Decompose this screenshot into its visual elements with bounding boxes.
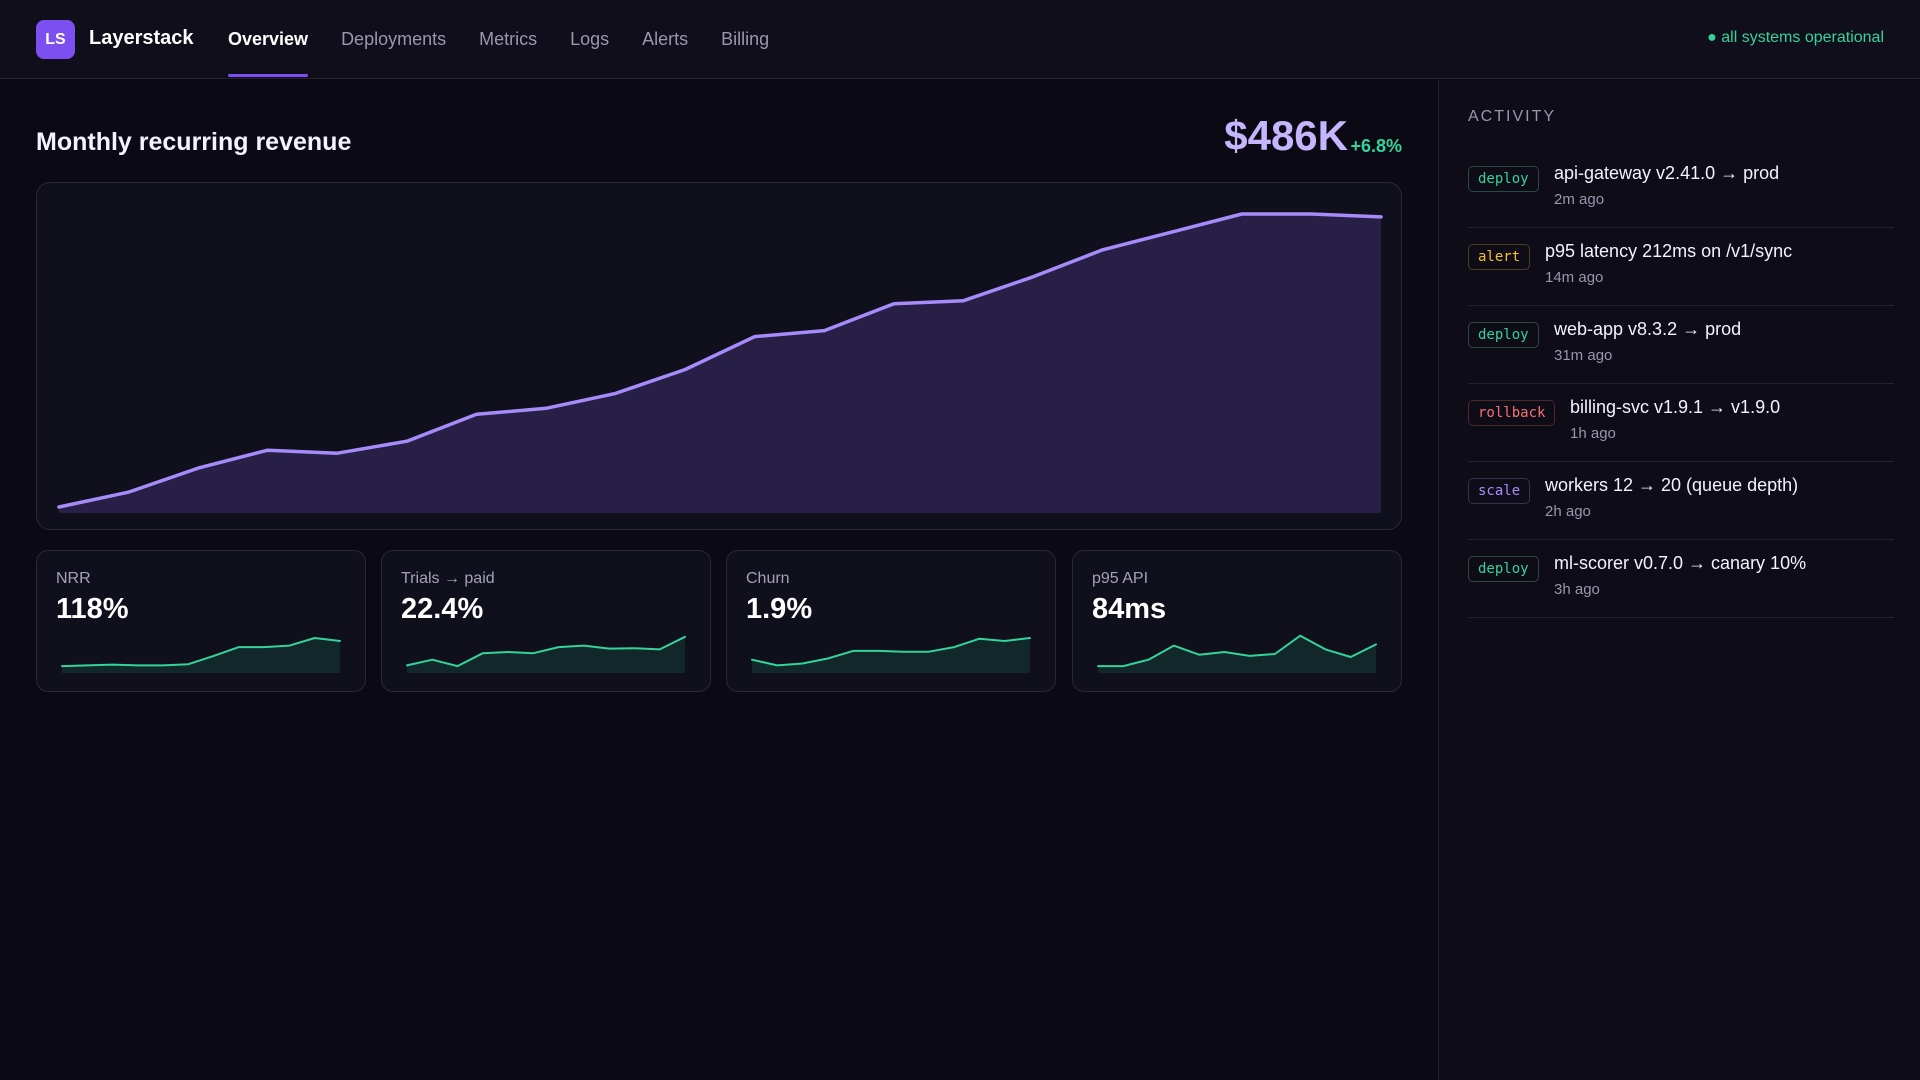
nav-metrics[interactable]: Metrics — [479, 0, 537, 79]
chart-title: Monthly recurring revenue — [36, 128, 352, 156]
kpi-value: 22.4% — [401, 593, 484, 625]
activity-tag: deploy — [1468, 166, 1539, 192]
kpi-row: NRR 118% Trials → paid 22.4% Churn 1.9% … — [36, 550, 1402, 692]
mrr-chart-svg — [57, 212, 1383, 513]
mrr-area — [59, 214, 1381, 513]
activity-text: p95 latency 212ms on /v1/sync — [1545, 241, 1793, 261]
nav-label: Logs — [570, 29, 610, 49]
p95-sparkline — [1097, 634, 1377, 673]
sparkline-area — [752, 638, 1030, 673]
activity-tag: rollback — [1468, 400, 1556, 426]
kpi-label: p95 API — [1092, 570, 1149, 587]
sparkline-line — [751, 637, 1031, 667]
activity-item[interactable]: rollback billing-svc v1.9.1 → v1.9.0 1h … — [1468, 384, 1894, 462]
activity-time: 2h ago — [1545, 503, 1591, 520]
activity-text: ml-scorer v0.7.0 → canary 10% — [1554, 553, 1807, 573]
nav-alerts[interactable]: Alerts — [642, 0, 688, 79]
sparkline-area — [407, 636, 685, 673]
kpi-label: NRR — [56, 570, 91, 587]
nav-logs[interactable]: Logs — [570, 0, 609, 79]
activity-tag: deploy — [1468, 322, 1539, 348]
activity-item[interactable]: scale workers 12 → 20 (queue depth) 2h a… — [1468, 462, 1894, 540]
kpi-card-p95[interactable]: p95 API 84ms — [1072, 550, 1402, 692]
kpi-label: Trials → paid — [401, 570, 495, 587]
activity-item[interactable]: deploy api-gateway v2.41.0 → prod 2m ago — [1468, 150, 1894, 228]
nav-overview[interactable]: Overview — [228, 0, 309, 79]
activity-text: workers 12 → 20 (queue depth) — [1545, 475, 1799, 495]
sparkline-line — [61, 637, 341, 668]
activity-item[interactable]: deploy web-app v8.3.2 → prod 31m ago — [1468, 306, 1894, 384]
brand-name[interactable]: Layerstack — [89, 27, 194, 49]
activity-text: api-gateway v2.41.0 → prod — [1554, 163, 1780, 183]
activity-text: billing-svc v1.9.1 → v1.9.0 — [1570, 397, 1781, 417]
nav-label: Billing — [721, 29, 770, 49]
activity-time: 14m ago — [1545, 269, 1604, 286]
activity-time: 1h ago — [1570, 425, 1616, 442]
trials-sparkline — [406, 635, 686, 673]
activity-tag: scale — [1468, 478, 1531, 504]
activity-text: web-app v8.3.2 → prod — [1554, 319, 1742, 339]
main-content: Monthly recurring revenue $486K +6.8% NR… — [0, 80, 1438, 1080]
activity-panel: ACTIVITY deploy api-gateway v2.41.0 → pr… — [1438, 80, 1920, 1080]
top-bar: LS Layerstack Overview Deployments Metri… — [0, 0, 1920, 79]
activity-time: 2m ago — [1554, 191, 1605, 208]
kpi-card-nrr[interactable]: NRR 118% — [36, 550, 366, 692]
sparkline-line — [406, 635, 686, 668]
mrr-value: $486K — [1224, 112, 1348, 159]
nav-label: Overview — [228, 29, 309, 49]
kpi-value: 118% — [56, 593, 129, 625]
activity-item[interactable]: deploy ml-scorer v0.7.0 → canary 10% 3h … — [1468, 540, 1894, 618]
nav-label: Alerts — [642, 29, 689, 49]
activity-time: 31m ago — [1554, 347, 1613, 364]
kpi-value: 1.9% — [746, 593, 813, 625]
kpi-card-churn[interactable]: Churn 1.9% — [726, 550, 1056, 692]
nav-deployments[interactable]: Deployments — [341, 0, 446, 79]
kpi-card-trials[interactable]: Trials → paid 22.4% — [381, 550, 711, 692]
churn-sparkline — [751, 637, 1031, 673]
activity-list: deploy api-gateway v2.41.0 → prod 2m ago… — [1468, 150, 1894, 618]
activity-time: 3h ago — [1554, 581, 1600, 598]
mrr-line — [57, 212, 1383, 509]
system-status: ● all systems operational — [1707, 29, 1884, 46]
activity-tag: deploy — [1468, 556, 1539, 582]
nav-label: Metrics — [479, 29, 538, 49]
main-nav: Overview Deployments Metrics Logs Alerts… — [228, 0, 802, 79]
mrr-delta: +6.8% — [1350, 136, 1402, 156]
nav-billing[interactable]: Billing — [721, 0, 769, 79]
nav-label: Deployments — [341, 29, 447, 49]
activity-title: ACTIVITY — [1468, 108, 1557, 125]
activity-item[interactable]: alert p95 latency 212ms on /v1/sync 14m … — [1468, 228, 1894, 306]
mrr-chart — [36, 182, 1402, 530]
logo[interactable]: LS — [36, 20, 75, 59]
active-tab-indicator — [228, 74, 309, 77]
nrr-sparkline — [61, 637, 341, 673]
activity-tag: alert — [1468, 244, 1531, 270]
kpi-label: Churn — [746, 570, 790, 587]
sparkline-line — [1097, 634, 1377, 668]
kpi-value: 84ms — [1092, 593, 1167, 625]
